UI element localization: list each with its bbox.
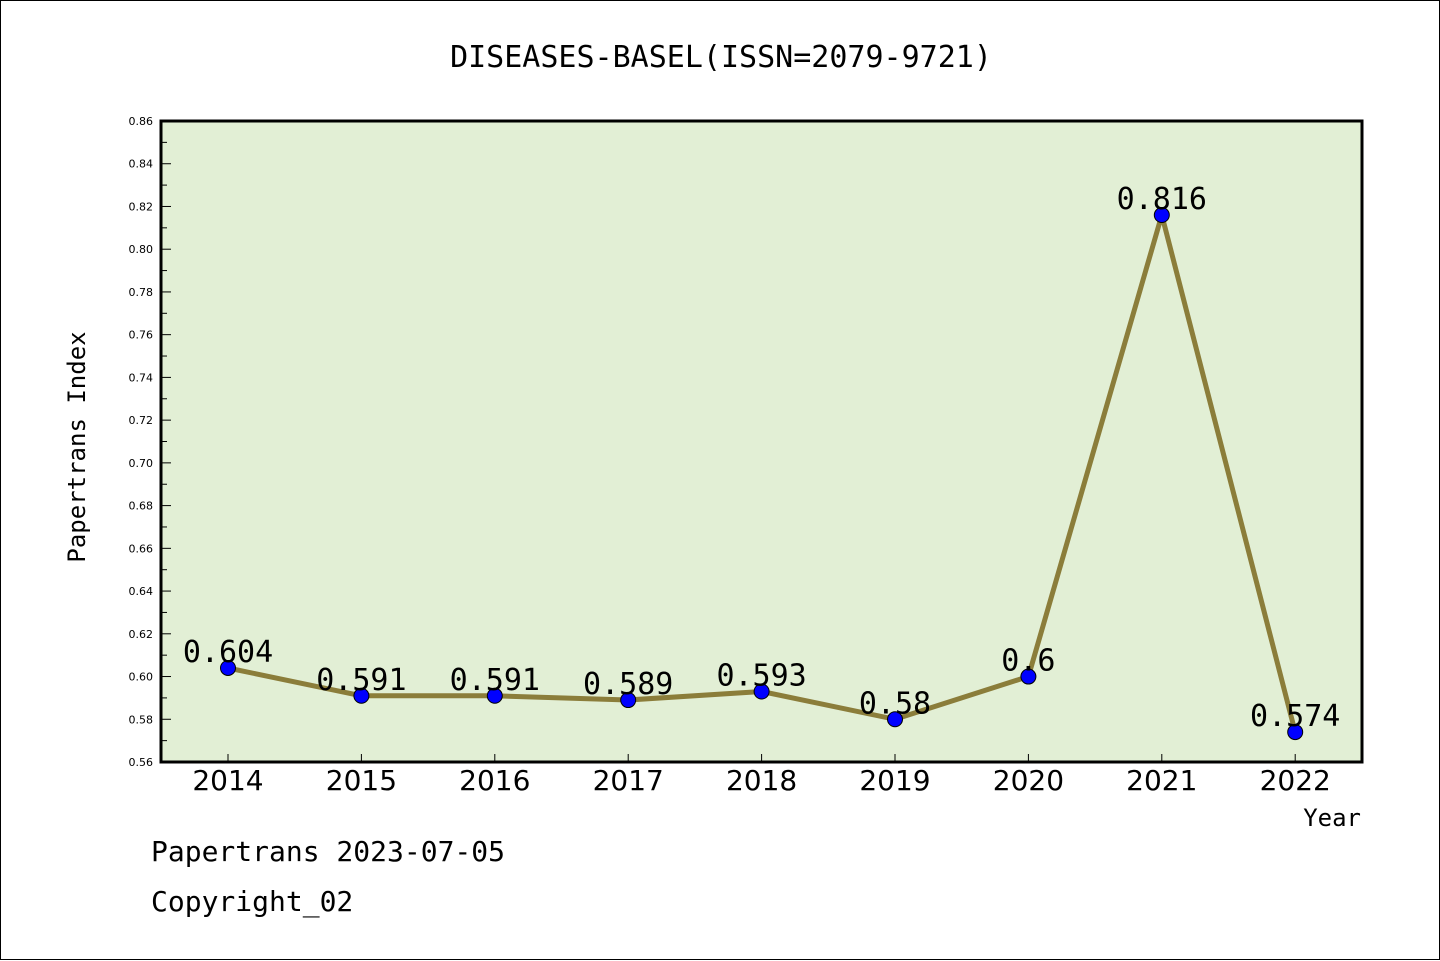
chart-title: DISEASES-BASEL(ISSN=2079-9721) (450, 40, 992, 75)
plot-border (159, 119, 1364, 764)
x-tick-label: 2016 (459, 764, 530, 797)
x-tick-label: 2020 (993, 764, 1064, 797)
y-tick-label: 0.56 (129, 756, 154, 769)
y-tick-label: 0.58 (129, 713, 154, 726)
y-tick-label: 0.70 (129, 457, 154, 470)
y-axis-ticks: 0.56 0.58 0.60 0.62 0.64 0.66 0.68 0.70 0.72 0.74… (129, 115, 171, 769)
y-tick-label: 0.64 (129, 585, 154, 598)
data-label: 0.591 (450, 663, 540, 698)
y-tick-label: 0.80 (129, 243, 154, 256)
y-tick-label: 0.78 (129, 286, 154, 299)
data-label: 0.816 (1117, 182, 1207, 217)
data-label: 0.58 (859, 686, 931, 721)
data-label: 0.589 (583, 667, 673, 702)
y-tick-label: 0.72 (129, 414, 154, 427)
x-tick-label: 2019 (859, 764, 930, 797)
y-axis-label: Papertrans Index (63, 331, 91, 562)
data-label: 0.6 (1001, 644, 1055, 679)
y-tick-label: 0.86 (129, 115, 154, 128)
data-point (486, 687, 503, 704)
data-labels: 0.604 0.591 0.591 0.589 0.593 0.58 0.6 0.816 0.5… (183, 182, 1341, 734)
data-point (353, 687, 370, 704)
data-label: 0.574 (1250, 699, 1340, 734)
footer-date: Papertrans 2023-07-05 (151, 835, 506, 868)
data-point (1020, 668, 1037, 685)
x-tick-label: 2017 (593, 764, 664, 797)
x-tick-label: 2014 (192, 764, 263, 797)
series-markers (220, 207, 1304, 741)
x-axis-ticks: 2014 2015 2016 2017 2018 2019 2020 2021 2022 (192, 754, 1331, 797)
x-tick-label: 2021 (1126, 764, 1197, 797)
y-tick-label: 0.74 (129, 371, 154, 384)
data-point (1153, 207, 1170, 224)
y-tick-label: 0.82 (129, 200, 154, 213)
y-tick-label: 0.76 (129, 329, 154, 342)
x-tick-label: 2022 (1260, 764, 1331, 797)
x-tick-label: 2015 (326, 764, 397, 797)
data-point (220, 659, 236, 676)
footer-copyright: Copyright_02 (151, 885, 354, 918)
plot-area (161, 121, 1362, 762)
data-label: 0.604 (183, 635, 273, 670)
data-point (1287, 724, 1304, 741)
data-point (887, 711, 903, 728)
data-point (620, 692, 637, 709)
y-tick-label: 0.60 (129, 671, 154, 684)
x-axis-label: Year (1303, 804, 1361, 832)
y-tick-label: 0.62 (129, 628, 154, 641)
data-label: 0.591 (316, 663, 406, 698)
y-tick-label: 0.84 (129, 158, 154, 171)
y-tick-label: 0.68 (129, 500, 154, 513)
data-point (753, 683, 770, 700)
y-tick-label: 0.66 (129, 542, 154, 555)
x-tick-label: 2018 (726, 764, 797, 797)
data-label: 0.593 (716, 658, 806, 693)
